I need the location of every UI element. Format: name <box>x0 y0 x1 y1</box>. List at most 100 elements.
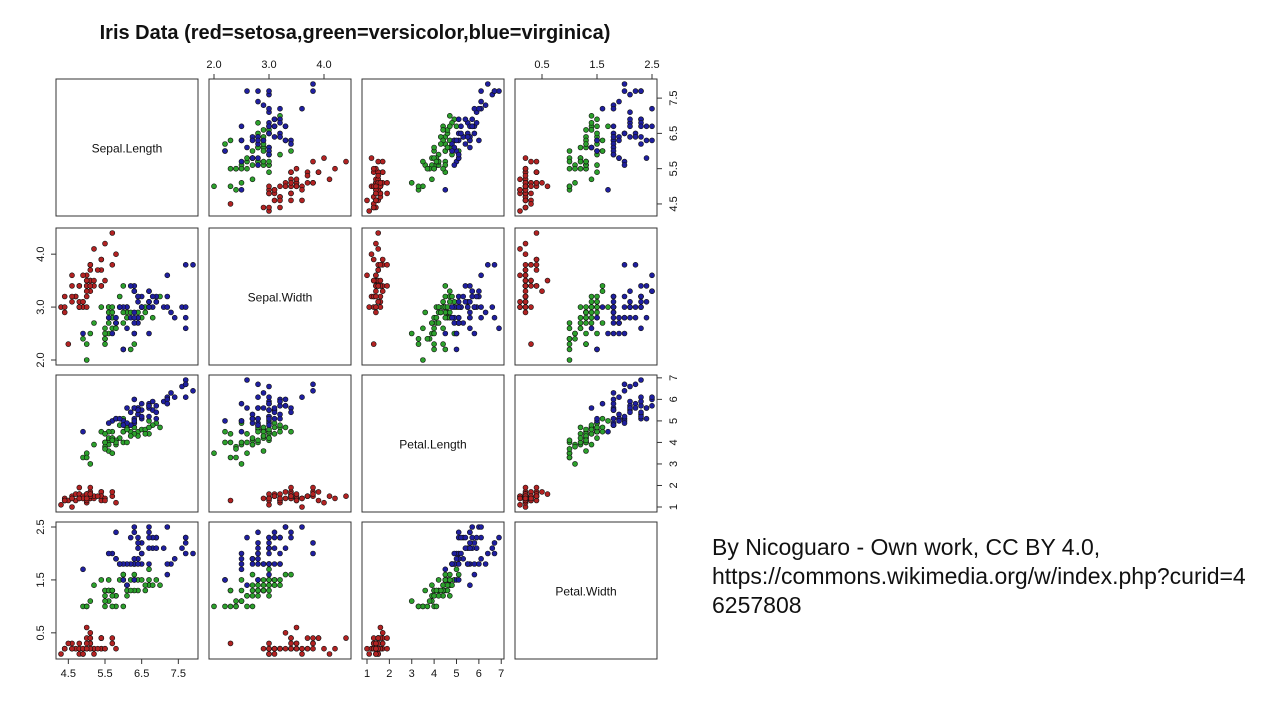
data-point-setosa <box>517 208 523 214</box>
data-point-versicolor <box>227 165 234 172</box>
data-point-versicolor <box>142 582 149 589</box>
data-point-virginica <box>616 330 622 337</box>
data-point-setosa <box>379 158 386 165</box>
data-point-virginica <box>277 534 283 541</box>
data-point-virginica <box>153 409 160 416</box>
data-point-virginica <box>616 314 622 321</box>
data-point-virginica <box>255 577 261 583</box>
data-point-versicolor <box>566 183 573 190</box>
data-point-versicolor <box>566 346 573 353</box>
data-point-versicolor <box>429 176 435 183</box>
data-point-setosa <box>266 645 272 652</box>
data-point-versicolor <box>431 341 437 347</box>
data-point-virginica <box>266 571 272 578</box>
data-point-setosa <box>373 197 379 204</box>
data-point-virginica <box>146 534 152 541</box>
data-point-setosa <box>288 180 294 186</box>
data-point-virginica <box>491 88 498 94</box>
data-point-versicolor <box>431 346 437 353</box>
data-point-versicolor <box>266 592 272 599</box>
data-point-setosa <box>517 246 523 252</box>
data-point-versicolor <box>433 587 440 594</box>
data-point-versicolor <box>120 603 127 610</box>
data-point-virginica <box>113 555 119 562</box>
data-point-setosa <box>373 640 379 647</box>
data-point-versicolor <box>102 341 108 347</box>
data-point-versicolor <box>244 592 250 599</box>
data-point-virginica <box>482 102 489 108</box>
data-point-versicolor <box>442 346 449 353</box>
data-point-virginica <box>453 137 460 144</box>
data-point-setosa <box>94 267 101 273</box>
data-point-virginica <box>271 405 278 411</box>
data-point-versicolor <box>588 113 595 119</box>
data-point-versicolor <box>277 582 283 589</box>
data-point-setosa <box>304 645 311 652</box>
data-point-setosa <box>94 645 101 652</box>
data-point-versicolor <box>588 120 595 126</box>
data-point-virginica <box>610 105 617 112</box>
data-point-versicolor <box>446 592 453 599</box>
data-point-virginica <box>455 314 462 321</box>
data-point-versicolor <box>244 439 250 446</box>
data-point-virginica <box>455 298 462 305</box>
data-point-versicolor <box>594 435 600 441</box>
data-point-setosa <box>522 183 529 190</box>
data-point-setosa <box>288 493 294 500</box>
data-point-virginica <box>616 320 622 326</box>
data-point-setosa <box>368 251 375 257</box>
data-point-setosa <box>277 204 283 211</box>
data-point-virginica <box>442 187 449 193</box>
data-point-versicolor <box>444 582 451 589</box>
data-point-setosa <box>299 504 305 510</box>
data-point-versicolor <box>594 169 600 175</box>
data-point-versicolor <box>437 309 444 316</box>
data-point-setosa <box>522 304 529 310</box>
data-point-setosa <box>528 183 534 190</box>
data-point-virginica <box>255 88 261 94</box>
data-point-virginica <box>478 555 484 562</box>
data-point-setosa <box>266 495 272 502</box>
data-point-virginica <box>469 116 476 123</box>
data-point-virginica <box>249 561 256 567</box>
data-point-virginica <box>255 394 261 401</box>
data-point-virginica <box>244 144 250 151</box>
data-point-virginica <box>643 298 650 305</box>
data-point-virginica <box>131 314 138 321</box>
data-point-virginica <box>610 407 617 413</box>
data-point-virginica <box>131 320 138 326</box>
data-point-versicolor <box>249 587 256 594</box>
data-point-setosa <box>373 304 379 310</box>
data-point-virginica <box>164 524 171 530</box>
data-point-virginica <box>222 577 228 583</box>
data-point-versicolor <box>127 346 134 353</box>
data-point-versicolor <box>588 426 595 433</box>
data-point-virginica <box>588 405 595 411</box>
data-point-versicolor <box>233 598 239 604</box>
data-point-virginica <box>453 330 460 337</box>
data-point-virginica <box>449 148 455 154</box>
data-point-versicolor <box>142 309 149 316</box>
data-point-virginica <box>271 534 278 541</box>
data-point-virginica <box>282 402 289 409</box>
data-point-virginica <box>621 413 628 420</box>
data-point-setosa <box>69 645 75 652</box>
data-point-virginica <box>458 123 464 130</box>
data-point-versicolor <box>440 298 446 305</box>
data-point-versicolor <box>599 288 606 295</box>
data-point-setosa <box>58 651 64 657</box>
data-point-virginica <box>489 304 496 310</box>
panel-petal-width-vs-petal-width <box>514 521 658 660</box>
data-point-setosa <box>91 651 97 657</box>
data-point-setosa <box>544 277 551 284</box>
data-point-versicolor <box>83 341 90 347</box>
panel-petal-length-vs-sepal-width <box>208 374 352 513</box>
data-point-setosa <box>293 497 300 504</box>
data-point-virginica <box>146 524 152 530</box>
data-point-virginica <box>455 320 462 326</box>
data-point-virginica <box>627 288 633 295</box>
data-point-virginica <box>605 330 611 337</box>
data-point-virginica <box>164 304 171 310</box>
data-point-setosa <box>368 155 375 161</box>
data-point-versicolor <box>446 288 453 295</box>
